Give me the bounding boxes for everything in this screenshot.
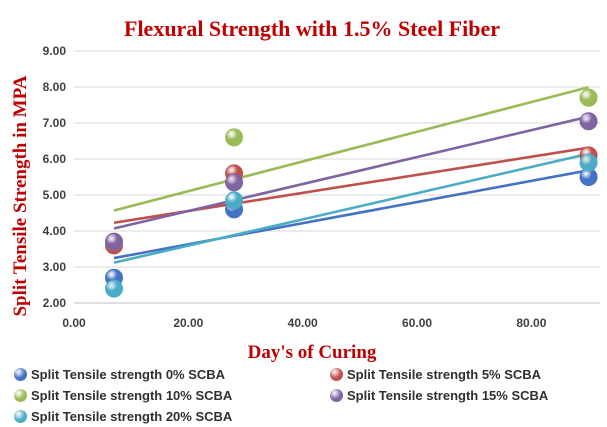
y-tick-label: 8.00 (43, 80, 67, 94)
y-tick-label: 4.00 (43, 224, 67, 238)
data-point (105, 232, 124, 251)
data-point (105, 279, 124, 298)
y-tick-label: 9.00 (43, 44, 67, 58)
y-tick-label: 2.00 (43, 296, 67, 310)
legend-label: Split Tensile strength 20% SCBA (31, 408, 233, 424)
data-point (579, 153, 598, 172)
x-tick-label: 80.00 (516, 316, 546, 330)
trendline (113, 152, 589, 264)
y-tick-label: 5.00 (43, 188, 67, 202)
data-point (579, 88, 598, 107)
legend-marker (330, 388, 343, 402)
point-layer (105, 88, 598, 298)
legend-label: Split Tensile strength 0% SCBA (31, 366, 226, 382)
y-axis-label: Split Tensile Strength in MPA (10, 75, 31, 316)
legend-item: Split Tensile strength 20% SCBA (14, 406, 232, 426)
legend-item: Split Tensile strength 0% SCBA (14, 364, 225, 384)
legend-label: Split Tensile strength 5% SCBA (347, 366, 542, 382)
legend-marker (14, 409, 27, 423)
data-point (225, 128, 244, 147)
legend-label: Split Tensile strength 10% SCBA (31, 387, 233, 403)
y-tick-label: 3.00 (43, 260, 67, 274)
data-point (225, 191, 244, 210)
legend-label: Split Tensile strength 15% SCBA (347, 387, 549, 403)
x-tick-label: 0.00 (62, 316, 86, 330)
legend-item: Split Tensile strength 5% SCBA (330, 364, 541, 384)
y-tick-label: 6.00 (43, 152, 67, 166)
data-point (225, 173, 244, 192)
chart-title: Flexural Strength with 1.5% Steel Fiber (124, 16, 500, 41)
legend-item: Split Tensile strength 15% SCBA (330, 385, 548, 405)
trendline (113, 169, 589, 260)
legend-item: Split Tensile strength 10% SCBA (14, 385, 232, 405)
legend-marker (14, 367, 27, 381)
trendline (113, 115, 589, 230)
x-tick-label: 40.00 (288, 316, 318, 330)
trendline-layer (113, 85, 589, 264)
x-tick-label: 20.00 (173, 316, 203, 330)
grid-layer (74, 50, 600, 268)
y-tick-label: 7.00 (43, 116, 67, 130)
x-tick-label: 60.00 (402, 316, 432, 330)
data-point (579, 112, 598, 131)
trendline (113, 85, 589, 212)
legend-marker (330, 367, 343, 381)
legend-marker (14, 388, 27, 402)
x-axis-label: Day's of Curing (248, 342, 377, 363)
axis-layer: 2.00 3.00 4.00 5.00 6.00 7.00 8.00 9.00 0.00 20.0… (43, 44, 600, 330)
